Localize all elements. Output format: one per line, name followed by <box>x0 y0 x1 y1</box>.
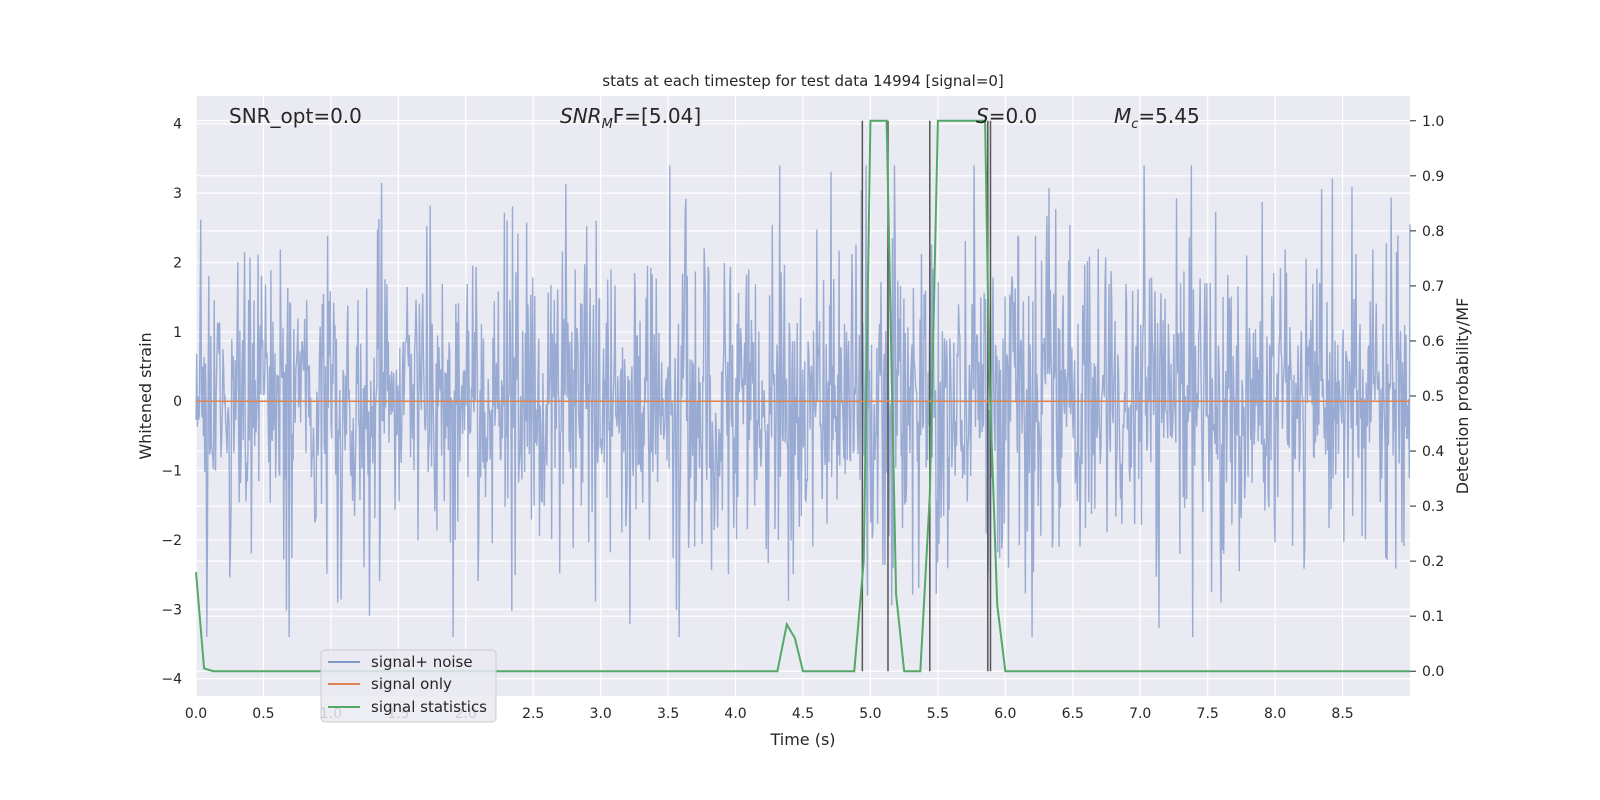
annotation-mc: Mc=5.45 <box>1114 104 1200 132</box>
x-tick-label: 7.5 <box>1197 706 1219 722</box>
x-tick-label: 3.5 <box>657 706 679 722</box>
x-tick-label: 4.0 <box>724 706 746 722</box>
x-tick-label: 2.5 <box>522 706 544 722</box>
annotation-snr-opt: SNR_opt=0.0 <box>229 104 362 128</box>
y-left-tick-label: −1 <box>161 464 182 480</box>
plot-area <box>195 96 1411 696</box>
snr-mf-symbol: SNR <box>560 104 602 128</box>
y-right-tick-label: 0.1 <box>1422 609 1444 625</box>
legend-label-signal-noise: signal+ noise <box>371 653 473 671</box>
y-axis-right-ticks: 1.0 0.9 0.8 0.7 0.6 0.5 0.4 0.3 0.2 0.1 0.0 <box>1410 114 1444 680</box>
y-axis-left-label: Whitened strain <box>136 332 155 459</box>
annotation-s: S=0.0 <box>976 104 1037 128</box>
x-tick-label: 0.0 <box>185 706 207 722</box>
y-right-tick-label: 0.2 <box>1422 554 1444 570</box>
y-right-tick-label: 0.0 <box>1422 664 1444 680</box>
chart-title: stats at each timestep for test data 149… <box>602 72 1003 90</box>
mc-subscript: c <box>1131 117 1138 132</box>
line-series <box>195 119 1410 673</box>
y-left-tick-label: −2 <box>161 533 182 549</box>
y-right-tick-label: 1.0 <box>1422 114 1444 130</box>
x-tick-label: 3.0 <box>590 706 612 722</box>
y-left-tick-label: 3 <box>173 186 182 202</box>
x-tick-label: 0.5 <box>252 706 274 722</box>
s-symbol: S <box>976 104 989 128</box>
series-signal-noise <box>195 165 1411 638</box>
y-right-tick-label: 0.6 <box>1422 334 1444 350</box>
y-right-tick-label: 0.3 <box>1422 499 1444 515</box>
y-right-tick-label: 0.5 <box>1422 389 1444 405</box>
snr-mf-subscript: M <box>602 117 613 132</box>
y-left-tick-label: 4 <box>173 117 182 133</box>
mc-value: =5.45 <box>1138 104 1199 128</box>
mc-symbol: M <box>1114 104 1131 128</box>
x-tick-label: 5.0 <box>859 706 881 722</box>
annotation-snr-mf: SNRMF=[5.04] <box>560 104 701 132</box>
y-right-tick-label: 0.4 <box>1422 444 1444 460</box>
y-right-tick-label: 0.9 <box>1422 169 1444 185</box>
x-tick-label: 7.0 <box>1129 706 1151 722</box>
noise-series <box>195 165 1411 638</box>
x-tick-label: 6.5 <box>1062 706 1084 722</box>
y-left-tick-label: 0 <box>173 394 182 410</box>
x-tick-label: 8.5 <box>1331 706 1353 722</box>
legend-box <box>320 649 497 723</box>
legend: signal+ noise signal only signal statist… <box>320 649 497 723</box>
legend-label-signal-only: signal only <box>371 675 452 693</box>
y-left-tick-label: −4 <box>161 672 182 688</box>
x-tick-label: 8.0 <box>1264 706 1286 722</box>
x-tick-label: 4.5 <box>792 706 814 722</box>
x-tick-label: 5.5 <box>927 706 949 722</box>
y-left-tick-label: 2 <box>173 255 182 271</box>
x-tick-label: 6.0 <box>994 706 1016 722</box>
y-right-tick-label: 0.7 <box>1422 279 1444 295</box>
legend-label-signal-statistics: signal statistics <box>371 698 487 716</box>
x-axis-label: Time (s) <box>769 730 835 749</box>
y-left-tick-label: 1 <box>173 325 182 341</box>
y-right-tick-label: 0.8 <box>1422 224 1444 240</box>
y-left-tick-label: −3 <box>161 602 182 618</box>
s-value: =0.0 <box>989 104 1038 128</box>
y-axis-left-ticks: 4 3 2 1 0 −1 −2 −3 −4 <box>161 117 182 688</box>
snr-mf-value: F=[5.04] <box>613 104 701 128</box>
series-signal-statistics <box>195 119 1410 673</box>
y-axis-right-label: Detection probability/MF <box>1453 298 1472 495</box>
